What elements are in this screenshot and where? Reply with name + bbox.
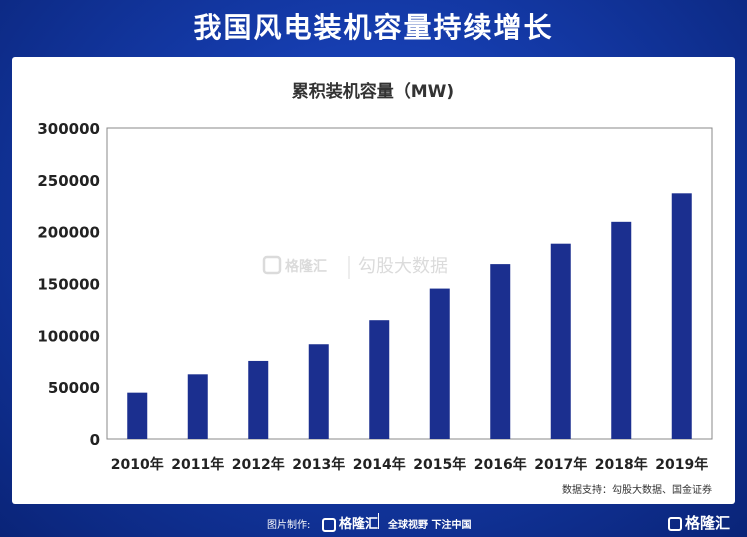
bar-0 [127, 392, 148, 439]
footer-made-by: 图片制作: [267, 520, 311, 531]
bars [127, 193, 692, 439]
y-axis: 0 50000 100000 150000 200000 250000 300000 [37, 120, 100, 449]
bar-2 [248, 360, 269, 439]
y-tick-label: 250000 [37, 172, 100, 190]
watermark-brand: 格隆汇 [285, 258, 327, 275]
x-tick-label: 2018年 [595, 456, 648, 473]
page-title: 我国风电装机容量持续增长 [193, 11, 554, 44]
footer: 图片制作: 格隆汇 全球视野 下注中国 格隆汇 [0, 504, 747, 537]
watermark-logo-icon [262, 255, 282, 275]
x-tick-label: 2015年 [413, 456, 466, 473]
corner-logo-icon [668, 516, 682, 531]
x-tick-label: 2013年 [292, 456, 345, 473]
footer-logo-text: 格隆汇 [339, 517, 379, 532]
bar-9 [671, 193, 692, 439]
bar-5 [429, 288, 450, 439]
plot-frame [106, 127, 713, 440]
chart-card: 累积装机容量（MW) 0 50000 100000 150000 200000 25000… [12, 57, 735, 504]
chart-title: 累积装机容量（MW) [292, 81, 454, 102]
x-tick-label: 2012年 [232, 456, 285, 473]
x-tick-label: 2019年 [655, 456, 708, 473]
bar-chart: 累积装机容量（MW) 0 50000 100000 150000 200000 25000… [37, 81, 713, 496]
watermark-text: 勾股大数据 [358, 256, 448, 277]
y-tick-label: 50000 [48, 379, 100, 397]
y-tick-label: 100000 [37, 327, 100, 345]
x-tick-label: 2016年 [474, 456, 527, 473]
bar-8 [611, 221, 632, 439]
x-tick-label: 2014年 [353, 456, 406, 473]
footer-slogan: 全球视野 下注中国 [388, 520, 472, 531]
corner-logo: 格隆汇 [668, 512, 730, 533]
footer-divider [378, 513, 379, 529]
watermark: 格隆汇 勾股大数据 [262, 255, 448, 279]
corner-logo-text: 格隆汇 [685, 514, 731, 532]
x-tick-label: 2010年 [111, 456, 164, 473]
bar-6 [490, 264, 511, 439]
bar-3 [308, 344, 329, 439]
x-tick-label: 2017年 [534, 456, 587, 473]
source-note: 数据支持：勾股大数据、国金证券 [562, 483, 712, 496]
footer-logo: 格隆汇 [322, 513, 378, 532]
bar-1 [187, 374, 208, 439]
x-tick-label: 2011年 [171, 456, 224, 473]
y-tick-label: 150000 [37, 276, 100, 294]
y-tick-label: 0 [90, 431, 100, 449]
bar-4 [369, 320, 390, 439]
y-tick-label: 200000 [37, 224, 100, 242]
logo-icon [322, 517, 336, 532]
x-axis: 2010年 2011年 2012年 2013年 2014年 2015年 2016年 2017年… [111, 456, 708, 473]
y-tick-label: 300000 [37, 120, 100, 138]
bar-7 [550, 243, 571, 439]
